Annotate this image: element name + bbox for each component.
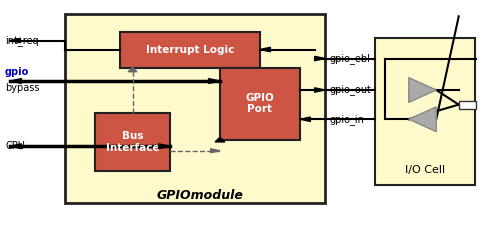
Polygon shape (158, 144, 170, 149)
Polygon shape (215, 137, 225, 142)
FancyBboxPatch shape (65, 14, 325, 203)
Polygon shape (314, 56, 325, 61)
Polygon shape (10, 144, 22, 149)
FancyBboxPatch shape (95, 112, 170, 171)
Text: GPIO
Port: GPIO Port (246, 93, 274, 114)
Polygon shape (128, 68, 137, 72)
FancyBboxPatch shape (220, 68, 300, 140)
FancyBboxPatch shape (120, 32, 260, 68)
Text: I/O Cell: I/O Cell (405, 166, 445, 176)
Polygon shape (409, 78, 436, 102)
Text: Interrupt Logic: Interrupt Logic (146, 45, 234, 54)
Text: gpio_out: gpio_out (330, 85, 372, 95)
Text: CPU: CPU (5, 141, 25, 151)
FancyBboxPatch shape (375, 38, 475, 184)
Text: Bus
Interface: Bus Interface (106, 131, 160, 153)
Text: bypass: bypass (5, 83, 40, 93)
Text: GPIOmodule: GPIOmodule (156, 189, 244, 202)
Polygon shape (10, 79, 22, 83)
Polygon shape (10, 38, 20, 43)
Text: gpio_ebl: gpio_ebl (330, 53, 371, 64)
Polygon shape (260, 47, 270, 52)
Text: gpio: gpio (5, 67, 29, 77)
Text: gpio_in: gpio_in (330, 114, 365, 125)
Polygon shape (409, 107, 436, 132)
Text: int_req: int_req (5, 35, 38, 46)
Polygon shape (208, 79, 220, 83)
Polygon shape (314, 88, 325, 92)
Polygon shape (300, 117, 310, 122)
FancyBboxPatch shape (459, 101, 476, 109)
Polygon shape (210, 149, 220, 153)
